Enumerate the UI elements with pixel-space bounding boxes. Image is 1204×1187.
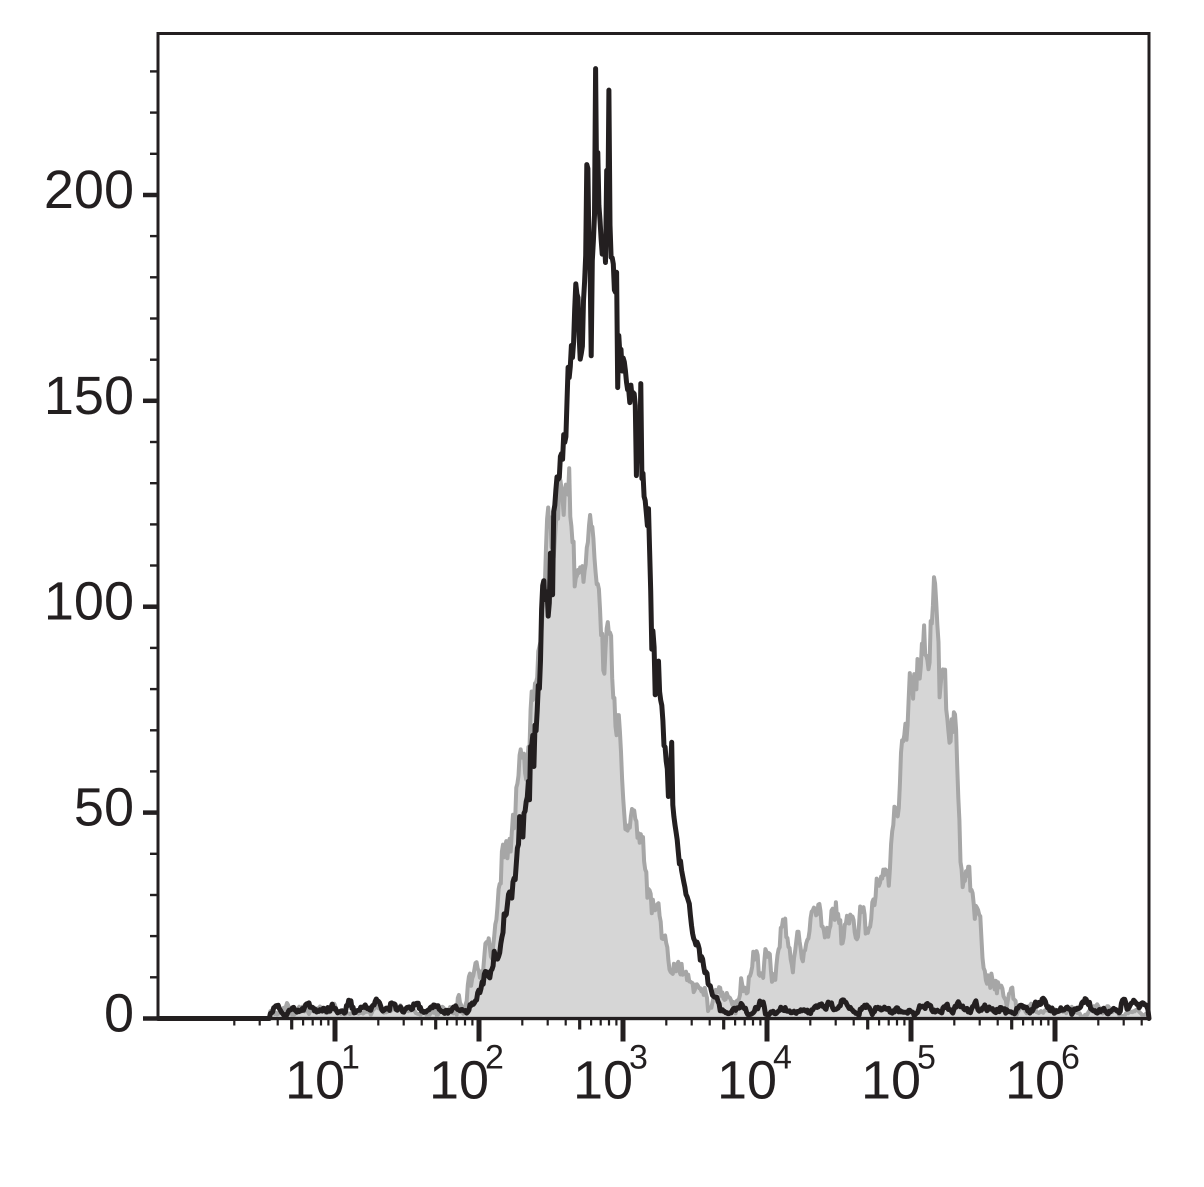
svg-text:200: 200 <box>44 160 134 220</box>
svg-text:3: 3 <box>629 1039 648 1077</box>
svg-text:1: 1 <box>341 1039 360 1077</box>
svg-text:2: 2 <box>485 1039 504 1077</box>
svg-text:10: 10 <box>1005 1051 1065 1111</box>
svg-text:6: 6 <box>1061 1039 1080 1077</box>
svg-text:0: 0 <box>104 984 134 1044</box>
svg-text:100: 100 <box>44 572 134 632</box>
svg-text:4: 4 <box>773 1039 792 1077</box>
svg-text:10: 10 <box>285 1051 345 1111</box>
svg-text:10: 10 <box>717 1051 777 1111</box>
svg-text:5: 5 <box>917 1039 936 1077</box>
svg-text:10: 10 <box>429 1051 489 1111</box>
svg-text:150: 150 <box>44 366 134 426</box>
svg-text:10: 10 <box>573 1051 633 1111</box>
svg-text:50: 50 <box>74 778 134 838</box>
svg-text:10: 10 <box>861 1051 921 1111</box>
